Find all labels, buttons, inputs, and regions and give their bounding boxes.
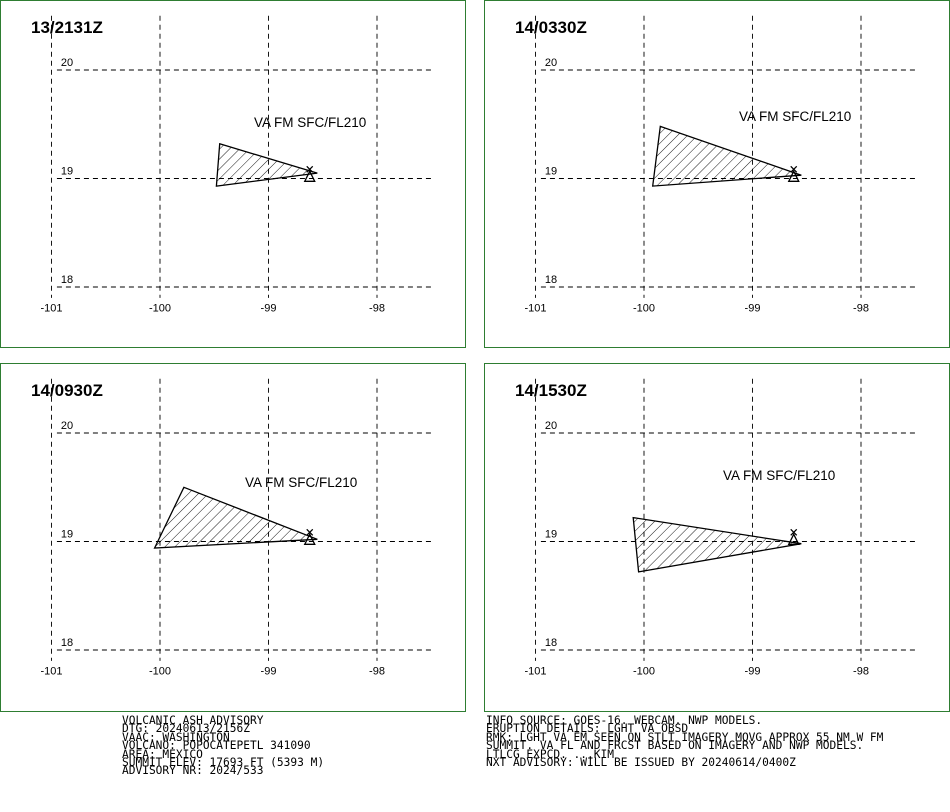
advisory-header: VOLCANIC ASH ADVISORY DTG: 20240613/2156… — [122, 714, 325, 778]
map-plot: 20 19 18 -101 -100 -99 -98 VA FM SFC/FL210 — [524, 378, 916, 678]
lon-tick-label: -100 — [149, 303, 171, 315]
ash-cloud-polygon — [215, 142, 318, 187]
advisory-line: NXT ADVISORY: WILL BE ISSUED BY 20240614… — [486, 756, 796, 770]
lat-tick-label: 18 — [61, 274, 73, 286]
lat-tick-label: 19 — [61, 166, 73, 178]
advisory-line: DTG: 20240613/2156Z — [122, 722, 250, 736]
advisory-line: ADVISORY NR: 2024/533 — [122, 764, 264, 778]
lat-tick-label: 19 — [545, 529, 557, 541]
panel-time: 13/2131Z — [31, 18, 103, 37]
lon-tick-label: -101 — [524, 303, 546, 315]
forecast-panel-2: 20 19 18 -101 -100 -99 -98 VA FM SFC/FL210 14/0… — [484, 0, 950, 348]
volcano-x-icon — [790, 165, 798, 173]
ash-cloud-polygon — [153, 486, 318, 549]
map-plot: 20 19 18 -101 -100 -99 -98 VA FM SFC/FL210 — [40, 378, 432, 678]
lat-tick-label: 18 — [61, 637, 73, 649]
ash-level-label: VA FM SFC/FL210 — [254, 115, 366, 130]
volcano-x-icon — [790, 528, 798, 536]
lat-tick-label: 20 — [61, 57, 73, 69]
volcano-x-icon — [306, 528, 314, 536]
advisory-line: AREA: MEXICO — [122, 747, 203, 761]
lon-tick-label: -98 — [369, 303, 385, 315]
ash-cloud-polygon — [632, 516, 802, 573]
lat-tick-label: 20 — [61, 420, 73, 432]
volcano-x-icon — [306, 165, 314, 173]
lon-tick-label: -98 — [369, 666, 385, 678]
panel-time: 14/0330Z — [515, 18, 587, 37]
advisory-line: INFO SOURCE: GOES-16. WEBCAM. NWP MODELS… — [486, 714, 763, 727]
lon-tick-label: -101 — [40, 666, 62, 678]
lon-tick-label: -101 — [524, 666, 546, 678]
panel-time: 14/0930Z — [31, 381, 103, 400]
lon-tick-label: -99 — [261, 666, 277, 678]
lat-tick-label: 18 — [545, 274, 557, 286]
volcano-triangle-icon — [787, 532, 800, 545]
volcano-triangle-icon — [303, 169, 316, 182]
forecast-panel-1: 20 19 18 -101 -100 -99 -98 VA FM SFC/FL210 13/2… — [0, 0, 466, 348]
lon-tick-label: -98 — [853, 666, 869, 678]
lon-tick-label: -100 — [633, 303, 655, 315]
panel-time: 14/1530Z — [515, 381, 587, 400]
lon-tick-label: -101 — [40, 303, 62, 315]
ash-level-label: VA FM SFC/FL210 — [245, 475, 357, 490]
advisory-details: INFO SOURCE: GOES-16. WEBCAM. NWP MODELS… — [486, 714, 884, 770]
volcano-triangle-icon — [303, 532, 316, 545]
lon-tick-label: -99 — [745, 666, 761, 678]
advisory-line: ERUPTION DETAILS: LGHT VA OBSD — [486, 722, 689, 736]
ash-level-label: VA FM SFC/FL210 — [723, 468, 835, 483]
lat-tick-label: 19 — [61, 529, 73, 541]
ash-level-label: VA FM SFC/FL210 — [739, 109, 851, 124]
map-plot: 20 19 18 -101 -100 -99 -98 VA FM SFC/FL210 — [524, 15, 916, 315]
lon-tick-label: -99 — [261, 303, 277, 315]
lon-tick-label: -98 — [853, 303, 869, 315]
lon-tick-label: -100 — [633, 666, 655, 678]
lon-tick-label: -99 — [745, 303, 761, 315]
volcano-triangle-icon — [787, 169, 800, 182]
lat-tick-label: 18 — [545, 637, 557, 649]
advisory-line: VOLCANO: POPOCATEPETL 341090 — [122, 739, 311, 753]
ash-cloud-polygon — [651, 125, 802, 187]
advisory-line: RMK: LGHT VA EM SEEN ON STLT IMAGERY MOV… — [486, 730, 884, 744]
forecast-panel-3: 20 19 18 -101 -100 -99 -98 VA FM SFC/FL210 14/0… — [0, 363, 466, 712]
lat-tick-label: 20 — [545, 57, 557, 69]
advisory-line: SUMMIT ELEV: 17693 FT (5393 M) — [122, 756, 325, 770]
advisory-line: VAAC: WASHINGTON — [122, 730, 230, 744]
lat-tick-label: 20 — [545, 420, 557, 432]
advisory-line: SUMMIT. VA FL AND FRCST BASED ON IMAGERY… — [486, 739, 864, 753]
advisory-line: LTLCG EXPCD. ...KIM — [486, 747, 614, 761]
map-plot: 20 19 18 -101 -100 -99 -98 VA FM SFC/FL210 — [40, 15, 432, 315]
lon-tick-label: -100 — [149, 666, 171, 678]
lat-tick-label: 19 — [545, 166, 557, 178]
advisory-line: VOLCANIC ASH ADVISORY — [122, 714, 264, 727]
forecast-panel-4: 20 19 18 -101 -100 -99 -98 VA FM SFC/FL210 14/1… — [484, 363, 950, 712]
